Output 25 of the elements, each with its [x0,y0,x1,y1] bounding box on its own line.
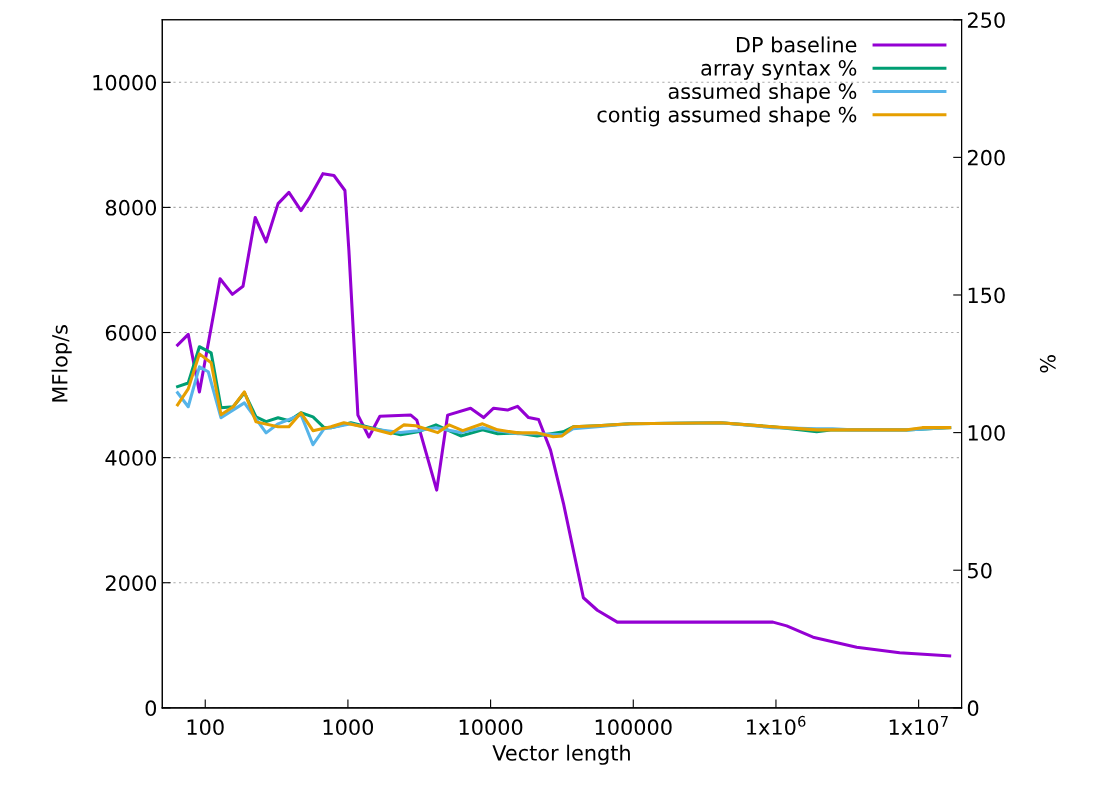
y2-tick-label: 250 [967,12,1005,28]
y2-tick-label: 100 [968,425,1005,441]
y-tick-label: 6000 [105,324,157,341]
x-tick-label: 1x10$^{7}$ [889,716,948,735]
y-tick-label: 10000 [93,74,157,91]
legend-label: assumed shape % [668,82,857,104]
legend-label: contig assumed shape % [597,106,857,127]
y-tick-label: 2000 [105,575,157,591]
x-axis-title: Vector length [492,744,630,765]
x-tick-label: 1x10$^{6}$ [747,715,806,735]
y-tick-label: 8000 [105,199,157,216]
x-tick-label: 100 [187,719,224,736]
y2-tick-label: 50 [968,562,992,579]
x-tick-label: 100000 [595,719,672,736]
y-tick-label: 4000 [105,450,157,466]
y-axis-title: MFlop/s [51,325,72,402]
x-tick-label: 1000 [323,719,374,736]
y-tick-label: 0 [145,700,157,717]
x-tick-label: 10000 [459,719,523,736]
y2-axis-title: % [1039,355,1056,373]
y2-tick-label: 200 [967,149,1005,166]
y2-tick-label: 150 [968,287,1005,304]
y2-tick-label: 0 [967,700,979,717]
legend-label: DP baseline [736,36,857,53]
legend-label: array syntax % [701,60,857,80]
